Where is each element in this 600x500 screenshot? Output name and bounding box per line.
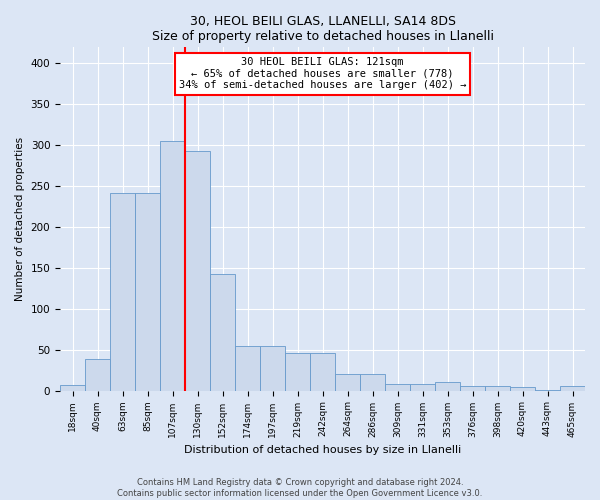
Bar [485,386,510,390]
Bar [285,353,310,391]
Bar [335,374,360,390]
Bar [260,346,285,391]
Bar [135,194,160,390]
Bar [60,385,85,390]
Bar [235,346,260,391]
Bar [385,384,410,390]
Y-axis label: Number of detached properties: Number of detached properties [15,136,25,301]
Bar [410,384,435,390]
Text: 30 HEOL BEILI GLAS: 121sqm
← 65% of detached houses are smaller (778)
34% of sem: 30 HEOL BEILI GLAS: 121sqm ← 65% of deta… [179,58,466,90]
Text: Contains HM Land Registry data © Crown copyright and database right 2024.
Contai: Contains HM Land Registry data © Crown c… [118,478,482,498]
Bar [460,386,485,390]
Bar [160,141,185,390]
Bar [560,386,585,390]
Bar [510,388,535,390]
Bar [185,151,210,390]
Bar [110,194,135,390]
Title: 30, HEOL BEILI GLAS, LLANELLI, SA14 8DS
Size of property relative to detached ho: 30, HEOL BEILI GLAS, LLANELLI, SA14 8DS … [152,15,494,43]
X-axis label: Distribution of detached houses by size in Llanelli: Distribution of detached houses by size … [184,445,461,455]
Bar [360,374,385,390]
Bar [435,382,460,390]
Bar [210,274,235,390]
Bar [85,358,110,390]
Bar [310,353,335,391]
